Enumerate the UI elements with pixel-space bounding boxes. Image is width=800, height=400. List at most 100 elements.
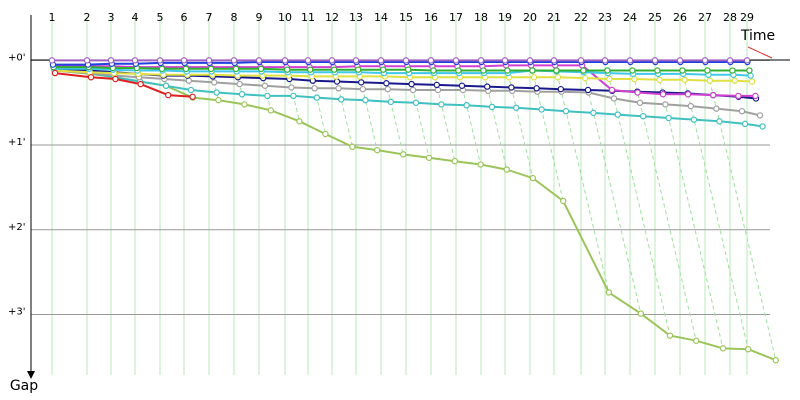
data-point xyxy=(738,107,746,115)
data-point xyxy=(383,80,390,87)
data-point xyxy=(604,67,611,74)
data-point xyxy=(288,84,295,91)
data-point xyxy=(180,57,188,64)
data-point xyxy=(690,116,698,123)
data-point xyxy=(189,93,196,100)
y-tick-label: +1' xyxy=(8,137,26,148)
x-tick-label: 19 xyxy=(498,11,512,24)
data-point xyxy=(458,82,466,89)
data-point xyxy=(719,345,727,352)
x-tick-label: 9 xyxy=(256,11,263,24)
data-point xyxy=(610,95,618,102)
data-point xyxy=(526,57,534,64)
data-point xyxy=(701,57,709,64)
data-point xyxy=(756,112,764,119)
x-tick-label: 8 xyxy=(231,11,238,24)
data-point xyxy=(636,99,644,106)
data-point xyxy=(676,57,684,64)
data-point xyxy=(267,107,274,114)
x-tick-label: 28 xyxy=(723,11,737,24)
lap-connector xyxy=(580,60,642,314)
data-point xyxy=(651,57,659,64)
data-point xyxy=(601,57,609,64)
data-point xyxy=(87,74,95,81)
data-point xyxy=(313,94,320,101)
data-point xyxy=(427,57,435,64)
data-point xyxy=(560,197,567,205)
x-tick-label: 14 xyxy=(374,11,388,24)
data-point xyxy=(48,57,56,64)
data-point xyxy=(679,67,686,74)
data-point xyxy=(185,77,192,84)
data-point xyxy=(626,57,634,64)
data-point xyxy=(731,77,739,84)
lap-connector xyxy=(480,60,508,170)
data-point xyxy=(335,85,342,92)
data-point xyxy=(374,146,381,154)
data-point xyxy=(355,66,362,73)
data-point xyxy=(759,123,766,130)
data-point xyxy=(352,57,360,64)
data-point xyxy=(605,289,613,296)
data-point xyxy=(433,81,440,89)
data-point xyxy=(131,57,139,64)
data-point xyxy=(562,107,570,115)
data-point xyxy=(480,67,487,74)
data-point xyxy=(452,57,460,64)
x-tick-label: 17 xyxy=(449,11,463,24)
y-tick-label: +3' xyxy=(8,306,26,317)
x-tick-label: 12 xyxy=(325,11,339,24)
data-point xyxy=(409,86,417,94)
x-tick-label: 21 xyxy=(547,11,561,24)
data-point xyxy=(665,114,672,122)
data-point xyxy=(451,157,458,165)
lap-connector xyxy=(529,60,564,202)
data-point xyxy=(264,92,271,100)
data-point xyxy=(232,65,240,73)
x-tick-label: 1 xyxy=(49,11,56,24)
data-point xyxy=(238,91,246,98)
data-point xyxy=(284,66,291,73)
lap-connector xyxy=(604,60,671,336)
data-point xyxy=(477,57,485,64)
x-tick-label: 6 xyxy=(181,11,188,24)
data-point xyxy=(577,57,585,64)
data-point xyxy=(533,85,540,92)
data-point xyxy=(210,79,218,86)
data-point xyxy=(241,101,248,108)
data-point xyxy=(662,101,669,108)
data-point xyxy=(748,78,756,85)
data-point xyxy=(681,76,688,84)
data-point xyxy=(205,57,213,64)
data-point xyxy=(503,166,510,173)
data-point xyxy=(255,57,263,64)
time-arrow xyxy=(747,46,773,59)
data-point xyxy=(338,96,345,103)
data-point xyxy=(729,67,736,74)
data-point xyxy=(463,102,470,109)
data-point xyxy=(501,57,509,64)
data-point xyxy=(513,104,520,111)
data-point xyxy=(634,89,641,96)
data-point xyxy=(687,102,695,110)
data-point xyxy=(430,67,437,74)
data-point xyxy=(693,337,700,344)
data-point xyxy=(640,113,647,120)
data-point xyxy=(752,92,759,100)
data-point xyxy=(654,67,661,74)
x-tick-label: 25 xyxy=(648,11,662,24)
data-point xyxy=(207,65,215,73)
data-point xyxy=(477,161,484,168)
data-point xyxy=(538,106,545,113)
data-point xyxy=(304,57,312,64)
x-tick-label: 23 xyxy=(598,11,612,24)
data-point xyxy=(215,96,222,104)
data-point xyxy=(290,92,297,100)
data-point xyxy=(213,89,220,96)
x-tick-label: 26 xyxy=(673,11,687,24)
data-point xyxy=(606,75,613,83)
data-point xyxy=(455,67,462,74)
lap-connector xyxy=(553,60,610,293)
data-point xyxy=(741,120,749,128)
data-point xyxy=(684,91,692,98)
